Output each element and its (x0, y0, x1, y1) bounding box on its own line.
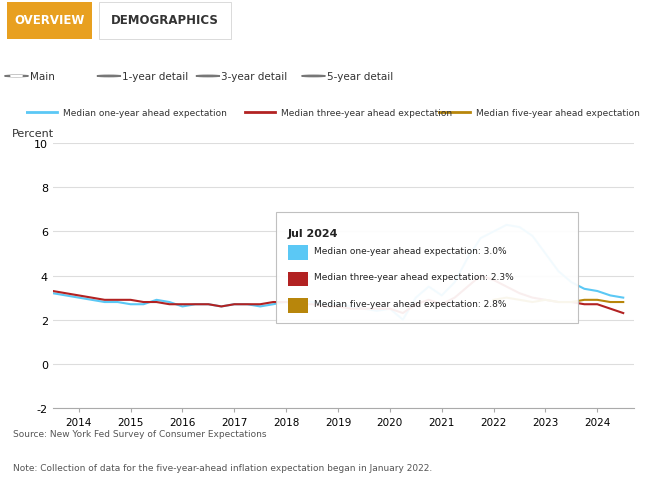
Text: 5-year detail: 5-year detail (327, 72, 393, 82)
Text: Median five-year ahead expectation: 2.8%: Median five-year ahead expectation: 2.8% (314, 299, 507, 308)
Bar (7, 3, 92, 40)
Circle shape (5, 76, 28, 77)
Text: 1-year detail: 1-year detail (122, 72, 188, 82)
Text: Jul 2024: Jul 2024 (288, 228, 339, 239)
FancyBboxPatch shape (288, 272, 308, 287)
Text: DEMOGRAPHICS: DEMOGRAPHICS (111, 13, 219, 27)
Bar (99, 3, 231, 40)
Text: Percent: Percent (12, 129, 54, 139)
Text: Source: New York Fed Survey of Consumer Expectations: Source: New York Fed Survey of Consumer … (13, 430, 267, 439)
Text: Median three-year ahead expectation: Median three-year ahead expectation (281, 108, 453, 117)
Text: Median five-year ahead expectation: Median five-year ahead expectation (476, 108, 640, 117)
Text: 3-year detail: 3-year detail (221, 72, 287, 82)
Text: Main: Main (30, 72, 55, 82)
Text: Median three-year ahead expectation: 2.3%: Median three-year ahead expectation: 2.3… (314, 273, 514, 282)
Text: Median one-year ahead expectation: 3.0%: Median one-year ahead expectation: 3.0% (314, 246, 507, 255)
Text: Note: Collection of data for the five-year-ahead inflation expectation began in : Note: Collection of data for the five-ye… (13, 463, 432, 472)
Circle shape (11, 76, 22, 77)
Text: Median one-year ahead expectation: Median one-year ahead expectation (63, 108, 226, 117)
FancyBboxPatch shape (288, 246, 308, 260)
Text: OVERVIEW: OVERVIEW (15, 13, 84, 27)
FancyBboxPatch shape (288, 299, 308, 313)
FancyBboxPatch shape (277, 213, 578, 324)
